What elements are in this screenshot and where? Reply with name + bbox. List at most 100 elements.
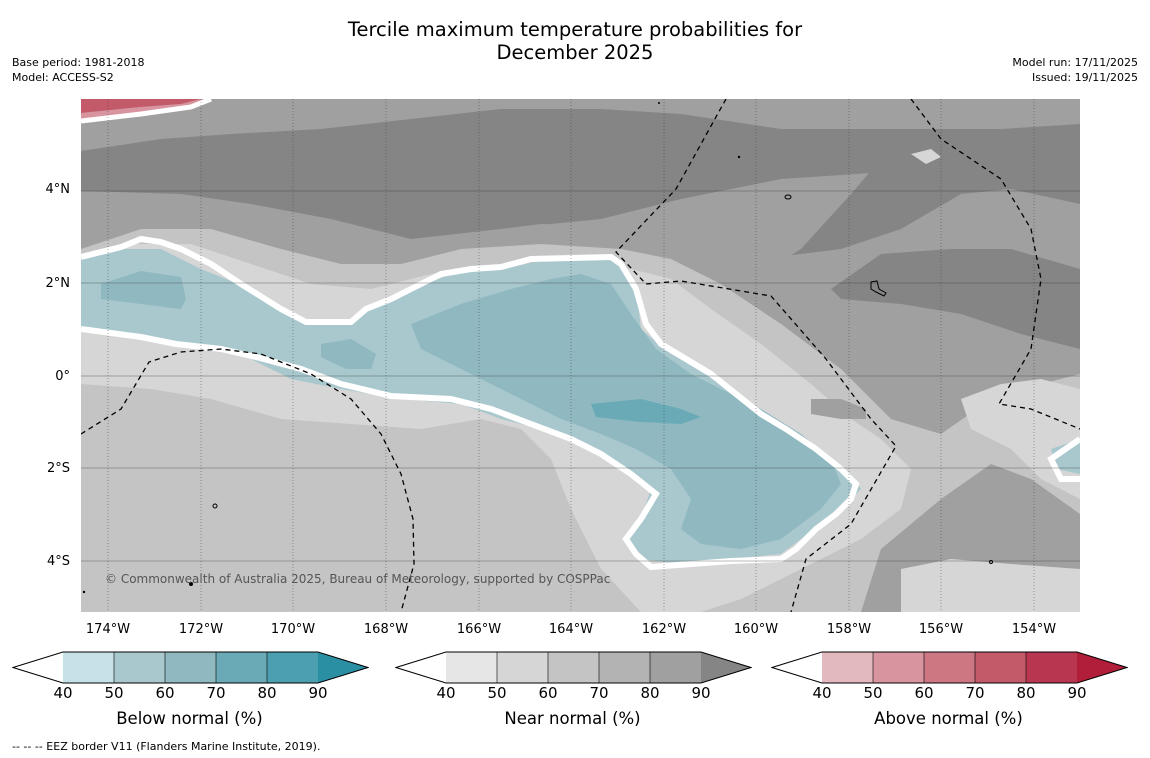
colorbar-below-segment-4 <box>216 652 267 683</box>
grid-lines-horizontal <box>81 190 1080 562</box>
colorbar-above-tick-90: 90 <box>1067 684 1087 702</box>
colorbar-below-tick-70: 70 <box>206 684 226 702</box>
island-8 <box>82 590 86 594</box>
colorbar-below-label: Below normal (%) <box>116 709 263 728</box>
colorbar-above-label: Above normal (%) <box>874 709 1023 728</box>
colorbar-above-tick-60: 60 <box>914 684 934 702</box>
lon-label-168w: 168°W <box>363 622 409 637</box>
colorbar-above <box>771 651 1128 684</box>
map-title: Tercile maximum temperature probabilitie… <box>0 18 1150 64</box>
colorbar-near-segment-5 <box>650 652 701 683</box>
island-3 <box>212 503 218 509</box>
colorbar-above-segment-4 <box>975 652 1026 683</box>
colorbar-below-tick-60: 60 <box>155 684 175 702</box>
colorbar-near-tick-40: 40 <box>436 684 456 702</box>
island-2 <box>870 280 887 297</box>
eez-border-central <box>615 99 897 612</box>
north-dark-stripe <box>81 109 1080 239</box>
eez-border-east <box>910 99 1080 430</box>
colorbar-near-segment-3 <box>548 652 599 683</box>
above-normal-corner <box>81 99 201 113</box>
colorbar-above-tick-40: 40 <box>812 684 832 702</box>
below-normal-contour <box>81 235 860 571</box>
above-normal-corner-light <box>81 99 211 119</box>
title-line-1: Tercile maximum temperature probabilitie… <box>347 18 803 41</box>
lat-label-2n: 2°N <box>45 276 71 291</box>
colorbar-above-segment-5 <box>1026 652 1077 683</box>
colorbar-below-tick-90: 90 <box>308 684 328 702</box>
colorbar-near-under-triangle <box>396 652 446 683</box>
colorbar-near-tick-50: 50 <box>487 684 507 702</box>
colorbar-below-segment-5 <box>267 652 318 683</box>
lon-label-164w: 164°W <box>548 622 594 637</box>
lat-label-4s: 4°S <box>46 554 70 569</box>
lon-label-172w: 172°W <box>178 622 224 637</box>
colorbar-below-segment-3 <box>165 652 216 683</box>
light-patch-south <box>901 559 1080 612</box>
model-name: Model: ACCESS-S2 <box>12 71 114 84</box>
model-run: Model run: 17/11/2025 <box>1012 56 1138 69</box>
lon-label-156w: 156°W <box>918 622 964 637</box>
east-light-patch <box>961 379 1080 499</box>
colorbar-near-label: Near normal (%) <box>504 709 641 728</box>
colorbar-near-segment-1 <box>446 652 497 683</box>
colorbar-below-outline <box>12 651 369 684</box>
colorbar-below <box>12 651 369 684</box>
colorbar-near-outline <box>395 651 752 684</box>
island-7 <box>989 560 993 564</box>
colorbar-near-tick-60: 60 <box>538 684 558 702</box>
lat-label-0: 0° <box>55 369 70 384</box>
colorbar-above-tick-80: 80 <box>1016 684 1036 702</box>
island-4 <box>189 582 193 586</box>
colorbar-near-over-triangle <box>701 652 751 683</box>
title-line-2: December 2025 <box>496 41 654 64</box>
colorbar-above-tick-50: 50 <box>863 684 883 702</box>
colorbar-above-over-triangle <box>1077 652 1127 683</box>
lon-label-158w: 158°W <box>826 622 872 637</box>
island-6 <box>737 155 741 159</box>
colorbar-near-tick-90: 90 <box>691 684 711 702</box>
colorbar-above-outline <box>771 651 1128 684</box>
colorbar-below-segment-1 <box>63 652 114 683</box>
lon-label-160w: 160°W <box>733 622 779 637</box>
below-normal-west-60 <box>101 271 186 309</box>
base-period: Base period: 1981-2018 <box>12 56 145 69</box>
colorbar-above-segment-1 <box>822 652 873 683</box>
eez-footer-note: -- -- -- EEZ border V11 (Flanders Marine… <box>12 740 321 753</box>
lon-label-162w: 162°W <box>641 622 687 637</box>
colorbar-below-over-triangle <box>318 652 368 683</box>
colorbar-above-segment-2 <box>873 652 924 683</box>
colorbar-above-under-triangle <box>772 652 822 683</box>
colorbar-near-tick-70: 70 <box>589 684 609 702</box>
light-patch-ne <box>911 149 941 164</box>
colorbar-near <box>395 651 752 684</box>
colorbar-below-tick-40: 40 <box>53 684 73 702</box>
below-normal-small-60 <box>321 339 376 369</box>
colorbar-above-segment-3 <box>924 652 975 683</box>
island-1 <box>784 194 792 200</box>
lon-label-154w: 154°W <box>1011 622 1057 637</box>
colorbar-above-tick-70: 70 <box>965 684 985 702</box>
colorbar-below-under-triangle <box>13 652 63 683</box>
lat-label-2s: 2°S <box>46 461 70 476</box>
probability-map <box>81 99 1080 612</box>
meta-left: Base period: 1981-2018 Model: ACCESS-S2 <box>12 55 144 85</box>
colorbar-near-segment-4 <box>599 652 650 683</box>
colorbar-below-segment-2 <box>114 652 165 683</box>
lon-label-174w: 174°W <box>85 622 131 637</box>
below-normal-70 <box>591 399 701 424</box>
dark-patch-se <box>811 399 866 419</box>
copyright-text: © Commonwealth of Australia 2025, Bureau… <box>105 572 611 586</box>
east-dark-patch <box>831 249 1080 349</box>
below-normal-east <box>1051 439 1080 474</box>
colorbar-near-tick-80: 80 <box>640 684 660 702</box>
colorbar-below-tick-80: 80 <box>257 684 277 702</box>
colorbar-below-tick-50: 50 <box>104 684 124 702</box>
below-normal-contour-east <box>1047 436 1080 482</box>
lat-label-4n: 4°N <box>45 182 71 197</box>
lon-label-170w: 170°W <box>270 622 316 637</box>
issued-date: Issued: 19/11/2025 <box>1031 71 1138 84</box>
lon-label-166w: 166°W <box>456 622 502 637</box>
colorbar-near-segment-2 <box>497 652 548 683</box>
meta-right: Model run: 17/11/2025 Issued: 19/11/2025 <box>1012 55 1138 85</box>
